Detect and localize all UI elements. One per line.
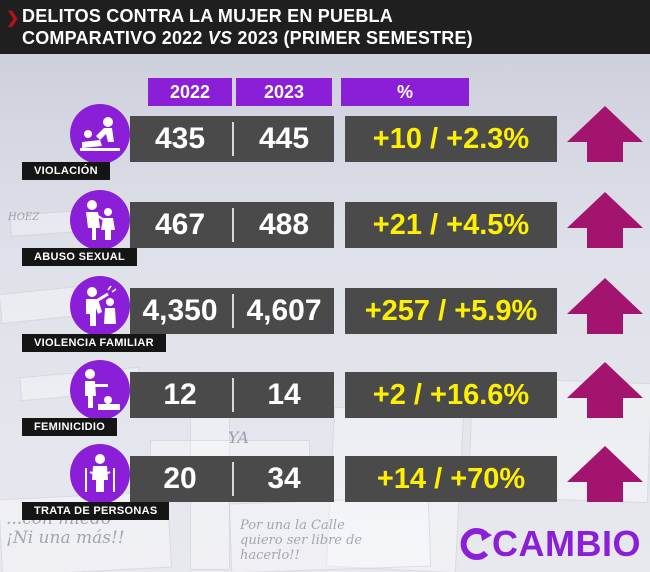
up-arrow-icon xyxy=(567,106,643,162)
value-2023: 4,607 xyxy=(246,294,322,327)
cambio-logo: CAMBIO xyxy=(458,523,641,564)
column-header-2022: 2022 xyxy=(148,78,232,106)
logo-arrow-icon xyxy=(460,528,492,560)
up-arrow-icon xyxy=(567,362,643,418)
title-line-2-suffix: 2023 (PRIMER SEMESTRE) xyxy=(232,28,473,48)
divider xyxy=(232,294,234,328)
logo-text: CAMBIO xyxy=(492,523,641,564)
divider xyxy=(232,208,234,242)
assault-icon xyxy=(70,104,130,164)
value-2022: 435 xyxy=(154,122,206,155)
value-2023: 445 xyxy=(258,122,310,155)
change-value: +21 / +4.5% xyxy=(345,202,557,248)
up-arrow-icon xyxy=(567,278,643,334)
femicide-icon xyxy=(70,360,130,420)
crime-label: VIOLENCIA FAMILIAR xyxy=(22,334,166,352)
domestic-violence-icon xyxy=(70,276,130,336)
header-bar: ❯ DELITOS CONTRA LA MUJER EN PUEBLA COMP… xyxy=(0,0,650,54)
change-value: +10 / +2.3% xyxy=(345,116,557,162)
chevron-right-icon: ❯ xyxy=(6,10,20,27)
crime-row-abuso-sexual: 467 488 +21 / +4.5% ABUSO SEXUAL xyxy=(0,190,650,274)
value-2022: 20 xyxy=(163,462,197,495)
abuse-icon xyxy=(70,190,130,250)
values-box: 467 488 xyxy=(130,202,334,248)
change-value: +257 / +5.9% xyxy=(345,288,557,334)
values-box: 20 34 xyxy=(130,456,334,502)
change-value: +2 / +16.6% xyxy=(345,372,557,418)
crime-row-trata-de-personas: 20 34 +14 / +70% TRATA DE PERSONAS xyxy=(0,444,650,528)
background-writing: HOEZ xyxy=(8,212,40,223)
value-2022: 467 xyxy=(154,208,206,241)
divider xyxy=(232,462,234,496)
crime-label: TRATA DE PERSONAS xyxy=(22,502,170,520)
background-writing: YA xyxy=(228,428,249,447)
value-2023: 14 xyxy=(267,378,301,411)
crime-label: VIOLACIÓN xyxy=(22,162,110,180)
column-header-percent: % xyxy=(341,78,469,106)
crime-row-violacion: 435 445 +10 / +2.3% VIOLACIÓN xyxy=(0,104,650,188)
background-writing: Por una la Calle quiero ser libre de hacer… xyxy=(240,518,363,563)
crime-row-violencia-familiar: 4,350 4,607 +257 / +5.9% VIOLENCIA FAMIL… xyxy=(0,276,650,360)
title-line-1: DELITOS CONTRA LA MUJER EN PUEBLA xyxy=(22,6,393,26)
trafficking-icon xyxy=(70,444,130,504)
value-2022: 4,350 xyxy=(142,294,218,327)
title-line-2-prefix: COMPARATIVO 2022 xyxy=(22,28,208,48)
up-arrow-icon xyxy=(567,446,643,502)
title-line-2: COMPARATIVO 2022 VS 2023 (PRIMER SEMESTR… xyxy=(22,28,473,49)
value-2022: 12 xyxy=(163,378,197,411)
up-arrow-icon xyxy=(567,192,643,248)
change-value: +14 / +70% xyxy=(345,456,557,502)
values-box: 435 445 xyxy=(130,116,334,162)
title-line-2-vs: VS xyxy=(207,28,233,48)
divider xyxy=(232,378,234,412)
value-2023: 34 xyxy=(267,462,301,495)
value-2023: 488 xyxy=(258,208,310,241)
values-box: 12 14 xyxy=(130,372,334,418)
column-header-2023: 2023 xyxy=(236,78,332,106)
values-box: 4,350 4,607 xyxy=(130,288,334,334)
crime-label: FEMINICIDIO xyxy=(22,418,118,436)
crime-row-feminicidio: 12 14 +2 / +16.6% FEMINICIDIO xyxy=(0,360,650,444)
crime-label: ABUSO SEXUAL xyxy=(22,248,137,266)
divider xyxy=(232,122,234,156)
